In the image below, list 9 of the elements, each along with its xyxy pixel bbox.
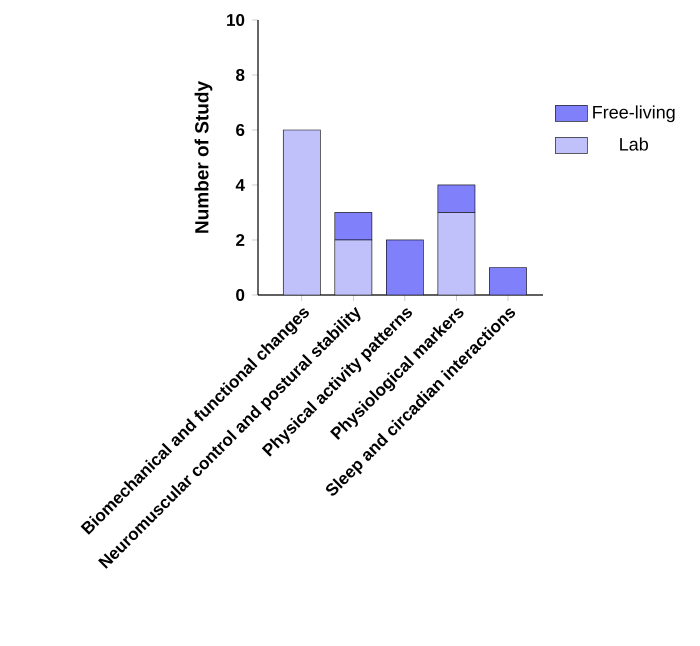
y-axis-title: Number of Study [194, 81, 212, 233]
y-tick-label: 6 [236, 124, 244, 136]
legend-label: Free-living [593, 105, 675, 122]
y-tick-label: 4 [236, 179, 245, 191]
legend-label: Lab [620, 137, 648, 151]
y-tick-label: 2 [236, 234, 244, 246]
y-tick-label: 0 [236, 288, 244, 301]
y-tick-label: 8 [236, 68, 244, 81]
y-tick-label: 10 [227, 14, 244, 26]
